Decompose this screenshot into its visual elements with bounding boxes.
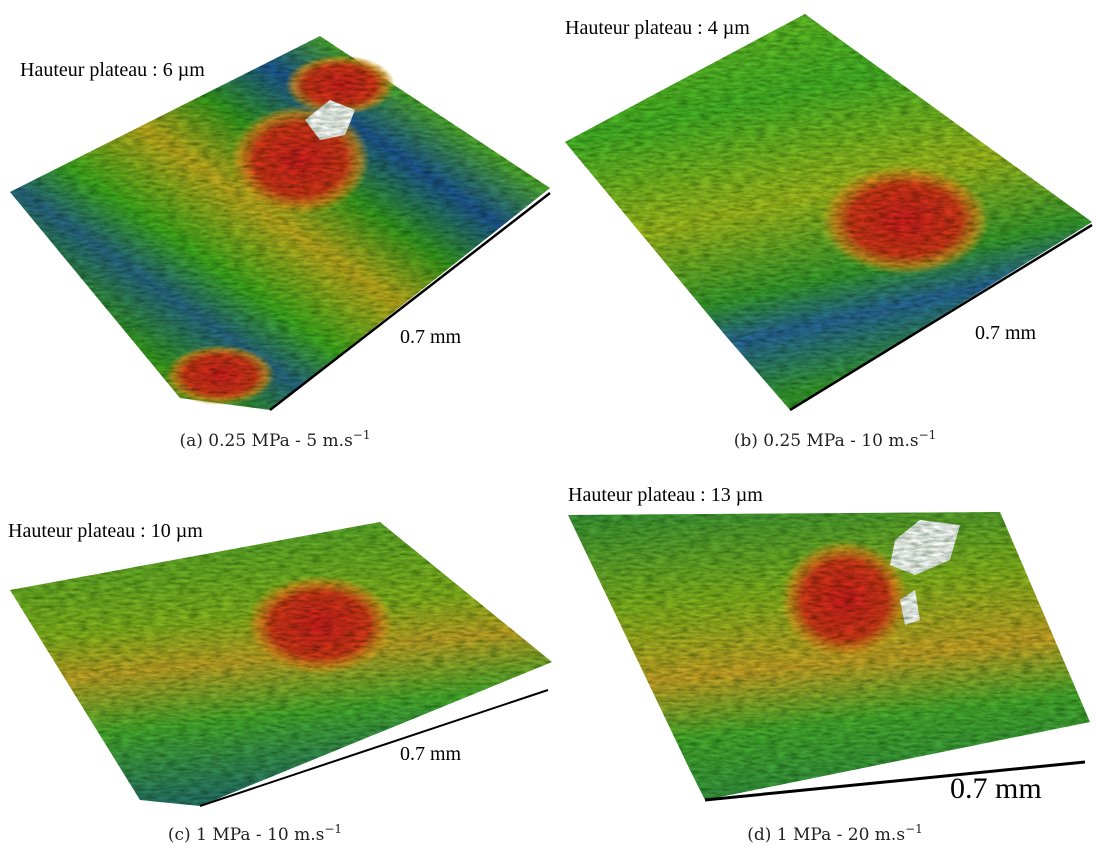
- panel-label: Hauteur plateau : 4 µm: [565, 17, 750, 39]
- surface-d: [568, 512, 1090, 800]
- caption-sup: −1: [919, 428, 937, 442]
- caption-sup: −1: [353, 428, 371, 442]
- caption-text: (b) 0.25 MPa - 10 m.s: [734, 431, 919, 451]
- caption-text: (d) 1 MPa - 20 m.s: [747, 825, 905, 845]
- panel-label: Hauteur plateau : 13 µm: [568, 484, 763, 506]
- caption: (d) 1 MPa - 20 m.s−1: [747, 822, 923, 845]
- scale-label: 0.7 mm: [950, 772, 1042, 805]
- caption-text: (c) 1 MPa - 10 m.s: [168, 825, 324, 845]
- caption: (b) 0.25 MPa - 10 m.s−1: [734, 428, 937, 451]
- surface-a: [10, 36, 550, 410]
- scale-label: 0.7 mm: [400, 743, 462, 765]
- surface-c: [10, 522, 552, 806]
- panel-label: Hauteur plateau : 10 µm: [8, 520, 203, 542]
- scale-label: 0.7 mm: [400, 326, 462, 348]
- caption: (a) 0.25 MPa - 5 m.s−1: [180, 428, 371, 451]
- caption-sup: −1: [324, 822, 342, 836]
- scale-label: 0.7 mm: [975, 322, 1037, 344]
- panel-label: Hauteur plateau : 6 µm: [20, 59, 205, 81]
- caption-sup: −1: [905, 822, 923, 836]
- caption-text: (a) 0.25 MPa - 5 m.s: [180, 431, 353, 451]
- caption: (c) 1 MPa - 10 m.s−1: [168, 822, 342, 845]
- surface-b: [565, 14, 1092, 410]
